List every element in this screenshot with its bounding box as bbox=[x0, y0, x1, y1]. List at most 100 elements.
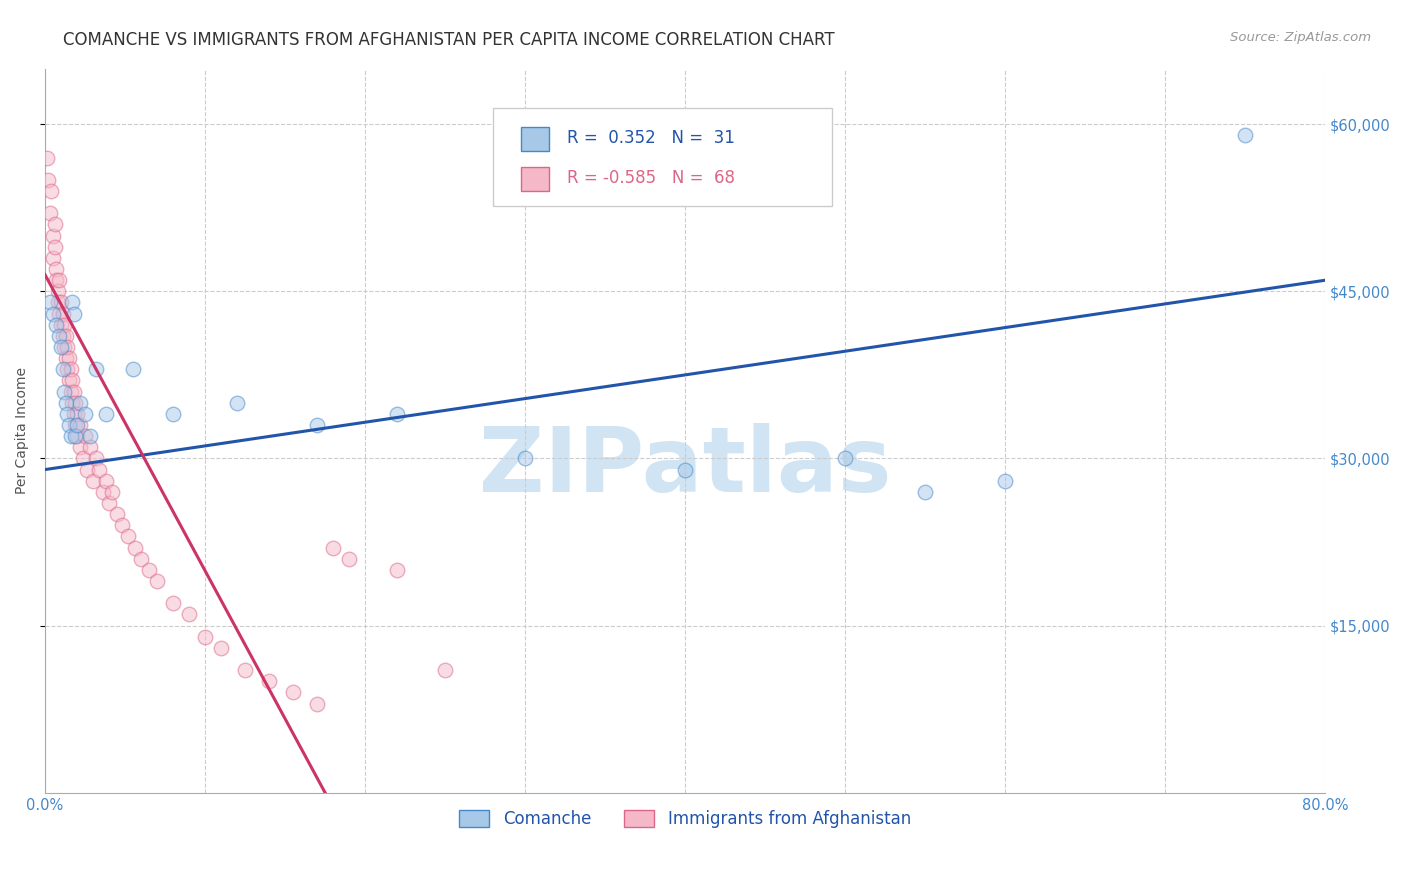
Point bbox=[177, 607, 200, 622]
Text: Source: ZipAtlas.com: Source: ZipAtlas.com bbox=[1230, 31, 1371, 45]
Point bbox=[385, 407, 408, 421]
Point bbox=[58, 417, 80, 432]
Point bbox=[94, 474, 117, 488]
Point bbox=[60, 295, 83, 310]
Point bbox=[73, 429, 96, 443]
Point bbox=[49, 295, 72, 310]
Point bbox=[89, 462, 111, 476]
Point bbox=[66, 429, 89, 443]
Point bbox=[46, 295, 69, 310]
Point bbox=[117, 529, 139, 543]
Point bbox=[49, 318, 72, 332]
Point bbox=[41, 184, 63, 198]
Point bbox=[307, 417, 329, 432]
Point bbox=[226, 395, 249, 409]
Point bbox=[994, 474, 1017, 488]
Point bbox=[45, 262, 67, 277]
Point bbox=[111, 518, 134, 533]
Point bbox=[513, 451, 536, 466]
Point bbox=[105, 507, 128, 521]
Point bbox=[76, 462, 98, 476]
Point bbox=[834, 451, 856, 466]
FancyBboxPatch shape bbox=[494, 108, 832, 206]
Text: R = -0.585   N =  68: R = -0.585 N = 68 bbox=[568, 169, 735, 187]
Point bbox=[434, 663, 457, 677]
Point bbox=[60, 374, 83, 388]
Point bbox=[69, 417, 91, 432]
Point bbox=[673, 462, 696, 476]
Point bbox=[129, 551, 152, 566]
Point bbox=[37, 173, 59, 187]
Point bbox=[42, 251, 65, 265]
Point bbox=[53, 384, 76, 399]
Point bbox=[82, 474, 104, 488]
Point bbox=[101, 484, 124, 499]
Point bbox=[53, 318, 76, 332]
Point bbox=[162, 407, 184, 421]
Point bbox=[69, 395, 91, 409]
Point bbox=[66, 407, 89, 421]
Point bbox=[79, 440, 101, 454]
Point bbox=[91, 484, 114, 499]
Point bbox=[42, 228, 65, 243]
Point bbox=[233, 663, 256, 677]
Point bbox=[84, 451, 107, 466]
Point bbox=[55, 395, 77, 409]
Point bbox=[337, 551, 360, 566]
Point bbox=[914, 484, 936, 499]
Point bbox=[146, 574, 169, 588]
Point bbox=[48, 329, 70, 343]
Point bbox=[385, 563, 408, 577]
Point bbox=[58, 351, 80, 366]
Point bbox=[42, 307, 65, 321]
Point bbox=[60, 395, 83, 409]
Point bbox=[55, 329, 77, 343]
Point bbox=[65, 395, 87, 409]
Point bbox=[44, 240, 66, 254]
Point bbox=[69, 440, 91, 454]
Point bbox=[1234, 128, 1257, 143]
Point bbox=[49, 340, 72, 354]
Point bbox=[38, 295, 60, 310]
Point bbox=[56, 407, 79, 421]
Point bbox=[52, 307, 75, 321]
Y-axis label: Per Capita Income: Per Capita Income bbox=[15, 368, 30, 494]
Text: COMANCHE VS IMMIGRANTS FROM AFGHANISTAN PER CAPITA INCOME CORRELATION CHART: COMANCHE VS IMMIGRANTS FROM AFGHANISTAN … bbox=[63, 31, 835, 49]
Legend: Comanche, Immigrants from Afghanistan: Comanche, Immigrants from Afghanistan bbox=[453, 804, 918, 835]
FancyBboxPatch shape bbox=[522, 167, 550, 191]
Point bbox=[48, 273, 70, 287]
Point bbox=[59, 362, 82, 376]
Point bbox=[59, 429, 82, 443]
Point bbox=[56, 340, 79, 354]
Point bbox=[62, 384, 84, 399]
Point bbox=[38, 206, 60, 220]
Point bbox=[56, 362, 79, 376]
Point bbox=[58, 374, 80, 388]
Point bbox=[45, 318, 67, 332]
Point bbox=[94, 407, 117, 421]
Point bbox=[281, 685, 304, 699]
Point bbox=[46, 285, 69, 299]
Point bbox=[55, 351, 77, 366]
Text: ZIPatlas: ZIPatlas bbox=[479, 423, 891, 511]
Point bbox=[73, 407, 96, 421]
Point bbox=[53, 340, 76, 354]
Point bbox=[59, 384, 82, 399]
Point bbox=[162, 596, 184, 610]
Point bbox=[72, 451, 94, 466]
Point bbox=[44, 218, 66, 232]
Point bbox=[35, 151, 58, 165]
Point bbox=[48, 307, 70, 321]
Point bbox=[62, 307, 84, 321]
Point bbox=[122, 362, 145, 376]
Point bbox=[84, 362, 107, 376]
Point bbox=[194, 630, 217, 644]
FancyBboxPatch shape bbox=[522, 127, 550, 151]
Point bbox=[62, 407, 84, 421]
Point bbox=[52, 329, 75, 343]
Point bbox=[307, 697, 329, 711]
Point bbox=[66, 417, 89, 432]
Point bbox=[257, 674, 280, 689]
Point bbox=[79, 429, 101, 443]
Point bbox=[124, 541, 146, 555]
